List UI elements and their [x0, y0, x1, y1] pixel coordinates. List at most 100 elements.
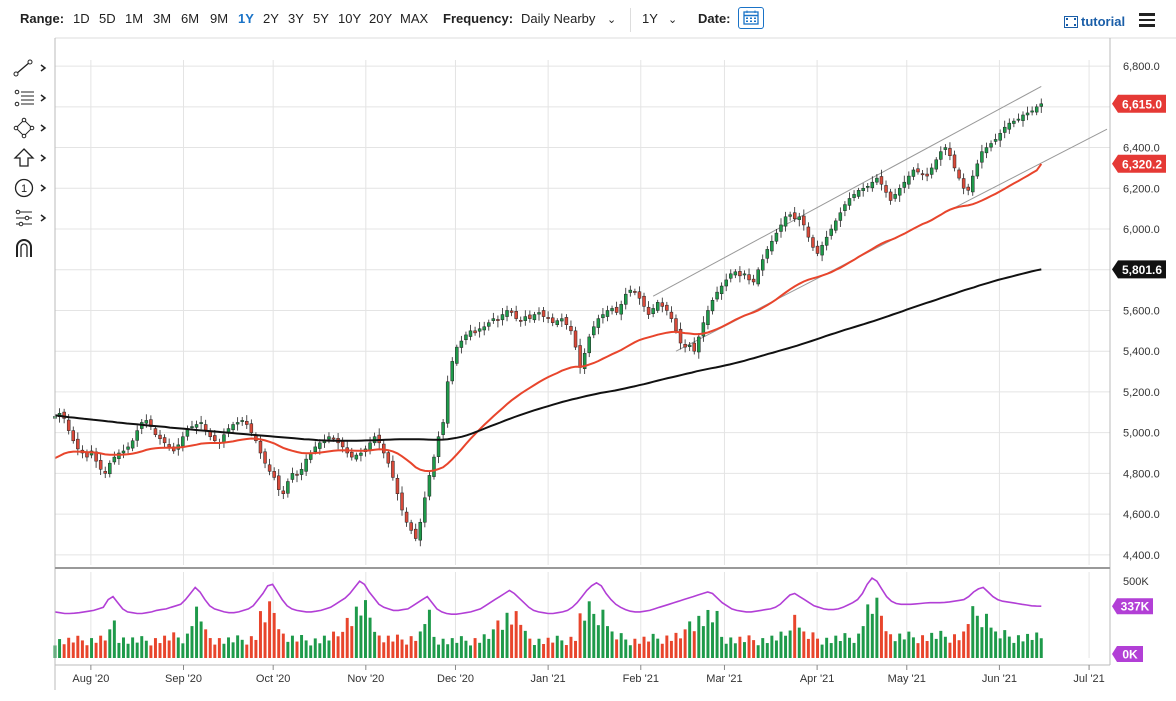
volume-bar: [99, 635, 103, 658]
pattern-tool[interactable]: [12, 207, 48, 229]
candle: [108, 462, 112, 475]
range-button-2y[interactable]: 2Y: [263, 11, 279, 26]
volume-bar: [642, 636, 646, 658]
arrow-tool[interactable]: [12, 147, 48, 169]
fib-retracement-tool[interactable]: [12, 87, 48, 109]
volume-bar: [779, 631, 783, 658]
volume-bar: [1003, 630, 1007, 658]
volume-bar: [866, 604, 870, 658]
range-button-1d[interactable]: 1D: [73, 11, 90, 26]
volume-bar: [263, 622, 267, 658]
volume-bar: [90, 638, 94, 658]
volume-bar: [190, 626, 194, 658]
candle: [614, 306, 619, 313]
volume-tick-label: 500K: [1123, 576, 1149, 588]
volume-bar: [254, 639, 258, 658]
range-button-1y[interactable]: 1Y: [238, 11, 254, 26]
volume-bar: [409, 636, 413, 658]
x-tick-label: Oct '20: [256, 673, 291, 685]
volume-bar: [482, 634, 486, 658]
volume-bar: [131, 637, 135, 658]
volume-bar: [980, 627, 984, 658]
volume-bar: [213, 644, 217, 658]
date-label: Date:: [698, 11, 731, 26]
line-draw-tool[interactable]: [12, 57, 48, 79]
volume-bar: [948, 642, 952, 658]
volume-bar: [85, 645, 89, 658]
range-button-3y[interactable]: 3Y: [288, 11, 304, 26]
candle: [637, 291, 642, 299]
candle: [980, 151, 984, 163]
volume-bar: [1012, 642, 1016, 658]
volume-bar: [304, 640, 308, 658]
range-button-20y[interactable]: 20Y: [369, 11, 393, 26]
candle: [427, 475, 432, 497]
volume-bar: [112, 620, 116, 658]
candle: [697, 336, 701, 353]
candle: [491, 318, 496, 321]
candle: [240, 420, 244, 422]
volume-bar: [377, 635, 381, 658]
volume-bar: [258, 611, 262, 658]
candle: [249, 423, 254, 433]
volume-bar: [236, 635, 240, 658]
candle: [66, 419, 71, 431]
volume-bar: [478, 642, 482, 658]
candle: [669, 311, 674, 319]
price-tick-label: 6,000.0: [1123, 224, 1160, 236]
candle: [628, 289, 633, 293]
period-select[interactable]: 1Y: [642, 11, 658, 26]
candle: [477, 328, 482, 332]
volume-bar: [574, 640, 578, 658]
annotation-tool[interactable]: 1: [12, 177, 48, 199]
range-button-10y[interactable]: 10Y: [338, 11, 362, 26]
volume-bar: [802, 631, 806, 658]
range-button-5d[interactable]: 5D: [99, 11, 116, 26]
shapes-tool[interactable]: [12, 117, 48, 139]
candle: [76, 438, 80, 450]
line-draw-icon: [13, 59, 47, 77]
candle: [687, 344, 692, 347]
volume-bar: [336, 636, 340, 658]
candle: [267, 464, 272, 472]
volume-bar: [838, 641, 842, 658]
volume-bar: [204, 629, 208, 658]
candle: [487, 322, 491, 327]
volume-bar: [966, 624, 970, 658]
svg-text:1: 1: [21, 183, 27, 195]
candle: [121, 450, 126, 454]
volume-bar: [1039, 638, 1043, 658]
candle: [961, 178, 966, 189]
magnet-tool[interactable]: [12, 237, 48, 259]
candle: [327, 436, 331, 440]
range-button-5y[interactable]: 5Y: [313, 11, 329, 26]
volume-label-badge: [1112, 646, 1143, 662]
volume-bar: [414, 640, 418, 658]
volume-bar: [884, 631, 888, 658]
range-button-max[interactable]: MAX: [400, 11, 429, 26]
ema-fast-line: [54, 163, 1043, 473]
frequency-select[interactable]: Daily Nearby: [521, 11, 596, 26]
range-button-9m[interactable]: 9M: [210, 11, 229, 26]
candle: [194, 424, 199, 428]
volume-bar: [537, 638, 541, 658]
x-tick-label: Jun '21: [982, 673, 1017, 685]
volume-bar: [811, 632, 815, 658]
range-button-1m[interactable]: 1M: [125, 11, 144, 26]
range-button-6m[interactable]: 6M: [181, 11, 200, 26]
tutorial-link[interactable]: tutorial: [1081, 14, 1126, 29]
candle: [701, 322, 706, 337]
price-tick-label: 4,800.0: [1123, 468, 1160, 480]
volume-bar: [272, 612, 276, 658]
menu-icon[interactable]: [1139, 13, 1155, 30]
sma-slow-line: [54, 268, 1042, 442]
volume-label-text: 337K: [1121, 600, 1150, 614]
candle: [295, 473, 299, 476]
range-button-3m[interactable]: 3M: [153, 11, 172, 26]
calendar-button[interactable]: [738, 7, 764, 29]
candle: [413, 528, 418, 539]
volume-bar: [555, 635, 559, 658]
volume-bar: [432, 636, 436, 658]
candle: [678, 328, 683, 344]
